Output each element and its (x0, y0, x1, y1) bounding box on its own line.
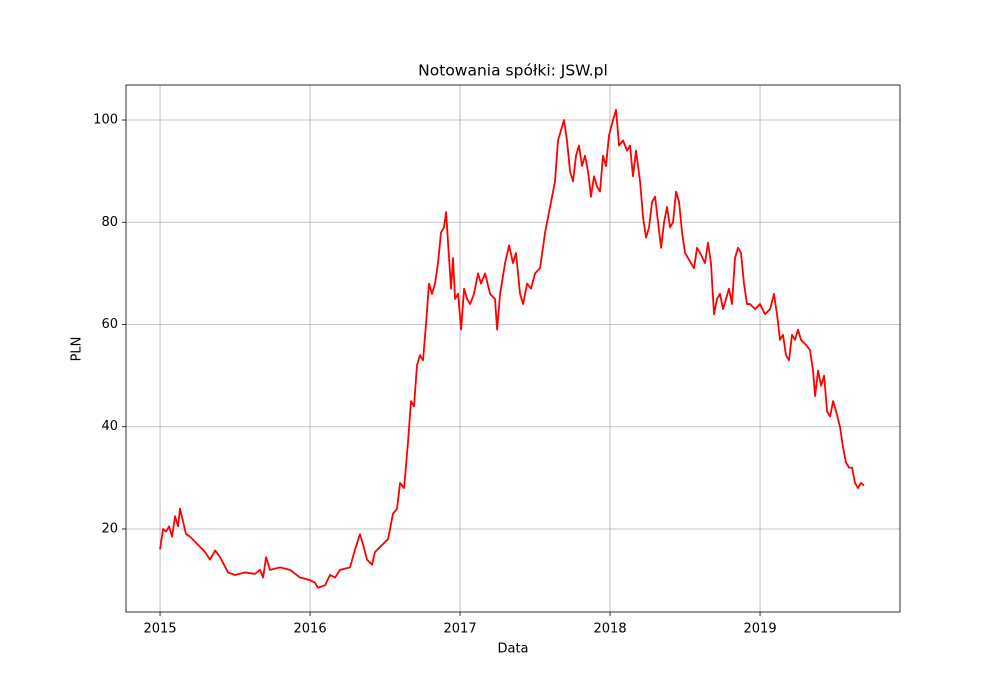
x-tick-label: 2015 (144, 622, 177, 637)
plot-area (159, 108, 865, 589)
x-tick-label: 2016 (294, 622, 327, 637)
grid (126, 85, 900, 612)
x-axis-label: Data (497, 642, 528, 657)
x-tick-label: 2017 (444, 622, 477, 637)
y-tick-label: 60 (101, 317, 118, 332)
x-tick-label: 2018 (594, 622, 627, 637)
price-line (159, 108, 865, 589)
y-tick-label: 100 (93, 113, 118, 128)
y-tick-label: 20 (101, 521, 118, 536)
chart-title: Notowania spółki: JSW.pl (418, 62, 608, 80)
y-tick-label: 80 (101, 215, 118, 230)
axes-frame (125, 84, 901, 613)
x-tick-label: 2019 (744, 622, 777, 637)
y-axis-label: PLN (70, 337, 85, 362)
y-tick-label: 40 (101, 419, 118, 434)
